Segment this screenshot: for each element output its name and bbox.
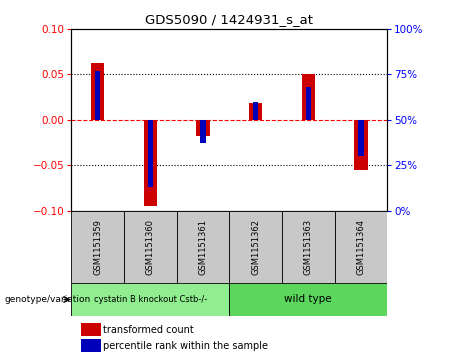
Title: GDS5090 / 1424931_s_at: GDS5090 / 1424931_s_at [145, 13, 313, 26]
Bar [335, 211, 387, 283]
Bar [358, 120, 364, 156]
Text: GSM1151360: GSM1151360 [146, 219, 155, 275]
Text: cystatin B knockout Cstb-/-: cystatin B knockout Cstb-/- [94, 295, 207, 304]
Bar [71, 211, 124, 283]
Bar [81, 323, 101, 336]
Bar [282, 211, 335, 283]
Text: GSM1151359: GSM1151359 [93, 219, 102, 275]
Text: GSM1151361: GSM1151361 [199, 219, 207, 275]
Bar [71, 283, 229, 316]
Bar [95, 71, 100, 120]
Bar [196, 120, 210, 136]
Text: genotype/variation: genotype/variation [5, 295, 91, 304]
Bar [306, 87, 311, 120]
Text: GSM1151364: GSM1151364 [356, 219, 366, 275]
Bar [253, 102, 258, 120]
Bar [81, 339, 101, 352]
Text: percentile rank within the sample: percentile rank within the sample [103, 341, 268, 351]
Bar [177, 211, 229, 283]
Bar [229, 211, 282, 283]
Text: GSM1151362: GSM1151362 [251, 219, 260, 275]
Bar [201, 120, 206, 143]
Text: transformed count: transformed count [103, 325, 194, 335]
Bar [144, 120, 157, 206]
Bar [355, 120, 367, 170]
Bar [91, 62, 104, 120]
Bar [124, 211, 177, 283]
Bar [148, 120, 153, 187]
Bar [301, 74, 315, 120]
Bar [229, 283, 387, 316]
Bar [249, 103, 262, 120]
Text: GSM1151363: GSM1151363 [304, 219, 313, 275]
Text: wild type: wild type [284, 294, 332, 305]
